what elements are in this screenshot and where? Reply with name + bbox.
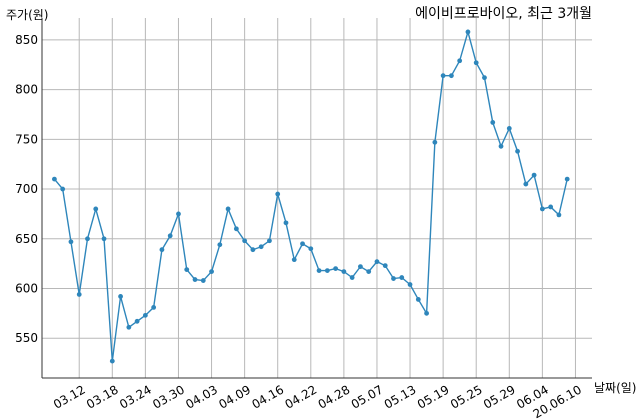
x-tick-label: 05.19 (415, 382, 452, 411)
x-gridlines (78, 18, 576, 378)
y-tick-label: 700 (15, 182, 38, 196)
x-tick-label: 04.28 (316, 382, 353, 411)
data-point (126, 324, 132, 330)
data-point (291, 257, 297, 263)
x-tick-label: 04.03 (183, 382, 220, 411)
data-point (333, 266, 339, 272)
data-point (184, 267, 190, 272)
x-tick-label: 05.29 (481, 382, 518, 411)
data-point (76, 292, 82, 297)
data-point (432, 139, 438, 145)
axes (41, 18, 592, 379)
data-point (93, 206, 99, 212)
data-point (473, 60, 479, 66)
data-point (548, 204, 554, 210)
data-point (374, 259, 380, 265)
x-tick-label: 05.13 (382, 382, 419, 411)
data-point (217, 242, 223, 248)
y-tick-label: 850 (15, 33, 38, 47)
data-point (242, 238, 248, 244)
data-point (118, 294, 123, 299)
y-tick-label: 600 (15, 281, 38, 295)
data-point (60, 186, 66, 192)
data-point (424, 310, 429, 316)
x-tick-label: 04.16 (249, 382, 286, 411)
x-tick-label: 05.25 (448, 382, 485, 411)
x-tick-label: 05.07 (349, 382, 386, 411)
data-point (68, 239, 74, 245)
data-point (506, 125, 512, 131)
data-point (258, 244, 264, 250)
data-point (349, 275, 355, 280)
y-tick-label: 650 (15, 232, 38, 246)
data-point (52, 176, 57, 182)
data-point (101, 236, 107, 242)
x-axis-title: 날짜(일) (594, 381, 636, 395)
data-point (134, 318, 140, 324)
x-tick-label: 03.12 (51, 382, 88, 411)
data-point (159, 247, 165, 253)
y-tick-label: 550 (15, 331, 38, 345)
x-tick-label: 03.18 (84, 382, 121, 411)
data-point (209, 269, 214, 274)
data-point (482, 75, 487, 81)
data-point (151, 304, 157, 310)
data-point (490, 120, 496, 125)
data-point (200, 278, 206, 283)
x-tick-label: 04.09 (216, 382, 253, 411)
data-point (382, 263, 388, 269)
data-point (176, 211, 181, 217)
data-point (523, 181, 529, 187)
data-point (192, 277, 198, 282)
series-points (52, 29, 570, 364)
data-point (556, 212, 562, 218)
data-point (539, 206, 545, 212)
data-point (316, 268, 322, 273)
data-point (283, 220, 289, 226)
data-point (300, 241, 305, 247)
y-tick-labels: 550 600 650 700 750 800 850 (15, 33, 38, 345)
data-point (449, 73, 454, 79)
data-point (324, 268, 330, 273)
data-point (233, 226, 239, 232)
x-tick-label: 03.24 (117, 382, 154, 411)
data-point (564, 176, 570, 182)
y-gridlines (42, 39, 592, 339)
data-point (267, 238, 272, 244)
data-point (457, 58, 463, 64)
y-tick-label: 800 (15, 83, 38, 97)
chart-title: 에이비프로바이오, 최근 3개월 (415, 6, 592, 22)
data-point (498, 143, 504, 149)
data-point (399, 275, 405, 280)
x-tick-labels: 03.1203.1803.2403.3004.0304.0904.1604.22… (51, 382, 584, 419)
data-point (250, 247, 256, 253)
y-tick-label: 750 (15, 132, 38, 146)
data-point (109, 358, 115, 364)
x-tick-label: 04.22 (283, 382, 320, 411)
data-point (391, 276, 396, 281)
data-point (415, 297, 421, 302)
data-point (85, 236, 90, 242)
data-point (531, 172, 537, 178)
data-point (465, 29, 471, 35)
data-point (142, 312, 148, 318)
x-tick-label: 03.30 (150, 382, 187, 411)
data-point (225, 206, 231, 212)
data-point (407, 282, 413, 287)
data-point (308, 246, 314, 252)
data-point (358, 264, 363, 270)
data-point (440, 73, 446, 79)
data-point (167, 233, 173, 239)
data-point (275, 191, 281, 197)
data-point (515, 148, 520, 154)
data-point (366, 269, 372, 274)
y-axis-title: 주가(원) (6, 8, 48, 22)
data-point (341, 269, 347, 274)
